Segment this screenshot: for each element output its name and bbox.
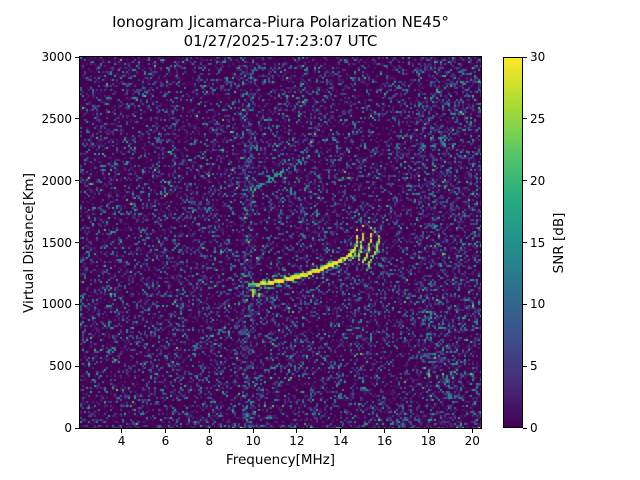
cbar-tick-mark [523,180,527,182]
x-tick-mark [296,429,298,433]
x-tick-label: 14 [333,434,349,448]
x-tick-mark [164,429,166,433]
cbar-tick-label: 5 [530,359,538,374]
x-tick-label: 20 [464,434,480,448]
y-axis-label: Virtual Distance[Km] [21,173,37,313]
x-tick-label: 16 [376,434,393,448]
y-tick-mark [75,427,79,429]
x-tick-mark [121,429,123,433]
y-tick-label: 3000 [41,50,72,64]
y-tick-label: 2000 [41,173,72,188]
x-tick-label: 6 [161,434,170,448]
y-tick-label: 0 [64,421,72,435]
cbar-tick-mark [523,118,527,120]
colorbar [503,57,523,428]
cbar-tick-label: 10 [530,297,546,312]
x-tick-label: 4 [117,434,126,448]
y-tick-mark [75,180,79,182]
x-tick-mark [384,429,386,433]
ionogram-heatmap [80,57,481,428]
cbar-tick-mark [523,242,527,243]
x-tick-label: 18 [420,434,437,448]
x-tick-mark [208,429,210,433]
y-tick-label: 1500 [41,235,72,250]
cbar-tick-mark [523,427,527,429]
y-tick-mark [75,365,79,367]
cbar-tick-label: 0 [530,421,538,435]
cbar-tick-label: 30 [530,50,546,64]
y-tick-mark [75,303,79,305]
colorbar-label: SNR [dB] [551,212,567,274]
x-tick-mark [252,429,254,433]
x-tick-label: 8 [205,434,214,448]
cbar-tick-label: 15 [530,235,546,250]
x-tick-mark [427,429,429,433]
cbar-tick-label: 25 [530,111,546,126]
x-tick-mark [340,429,342,433]
cbar-tick-mark [523,56,527,58]
y-tick-mark [75,118,79,120]
figure-subtitle: 01/27/2025-17:23:07 UTC [183,32,378,50]
y-tick-mark [75,56,79,58]
y-tick-label: 1000 [41,297,72,312]
figure-title: Ionogram Jicamarca-Piura Polarization NE… [112,13,449,31]
x-tick-label: 10 [245,434,261,448]
x-axis-label: Frequency[MHz] [225,452,336,468]
y-tick-mark [75,242,79,243]
y-tick-label: 500 [49,359,72,374]
y-tick-label: 2500 [41,111,72,126]
x-tick-mark [471,429,473,433]
cbar-tick-label: 20 [530,173,546,188]
cbar-tick-mark [523,365,527,367]
cbar-tick-mark [523,303,527,305]
x-tick-label: 12 [289,434,305,448]
